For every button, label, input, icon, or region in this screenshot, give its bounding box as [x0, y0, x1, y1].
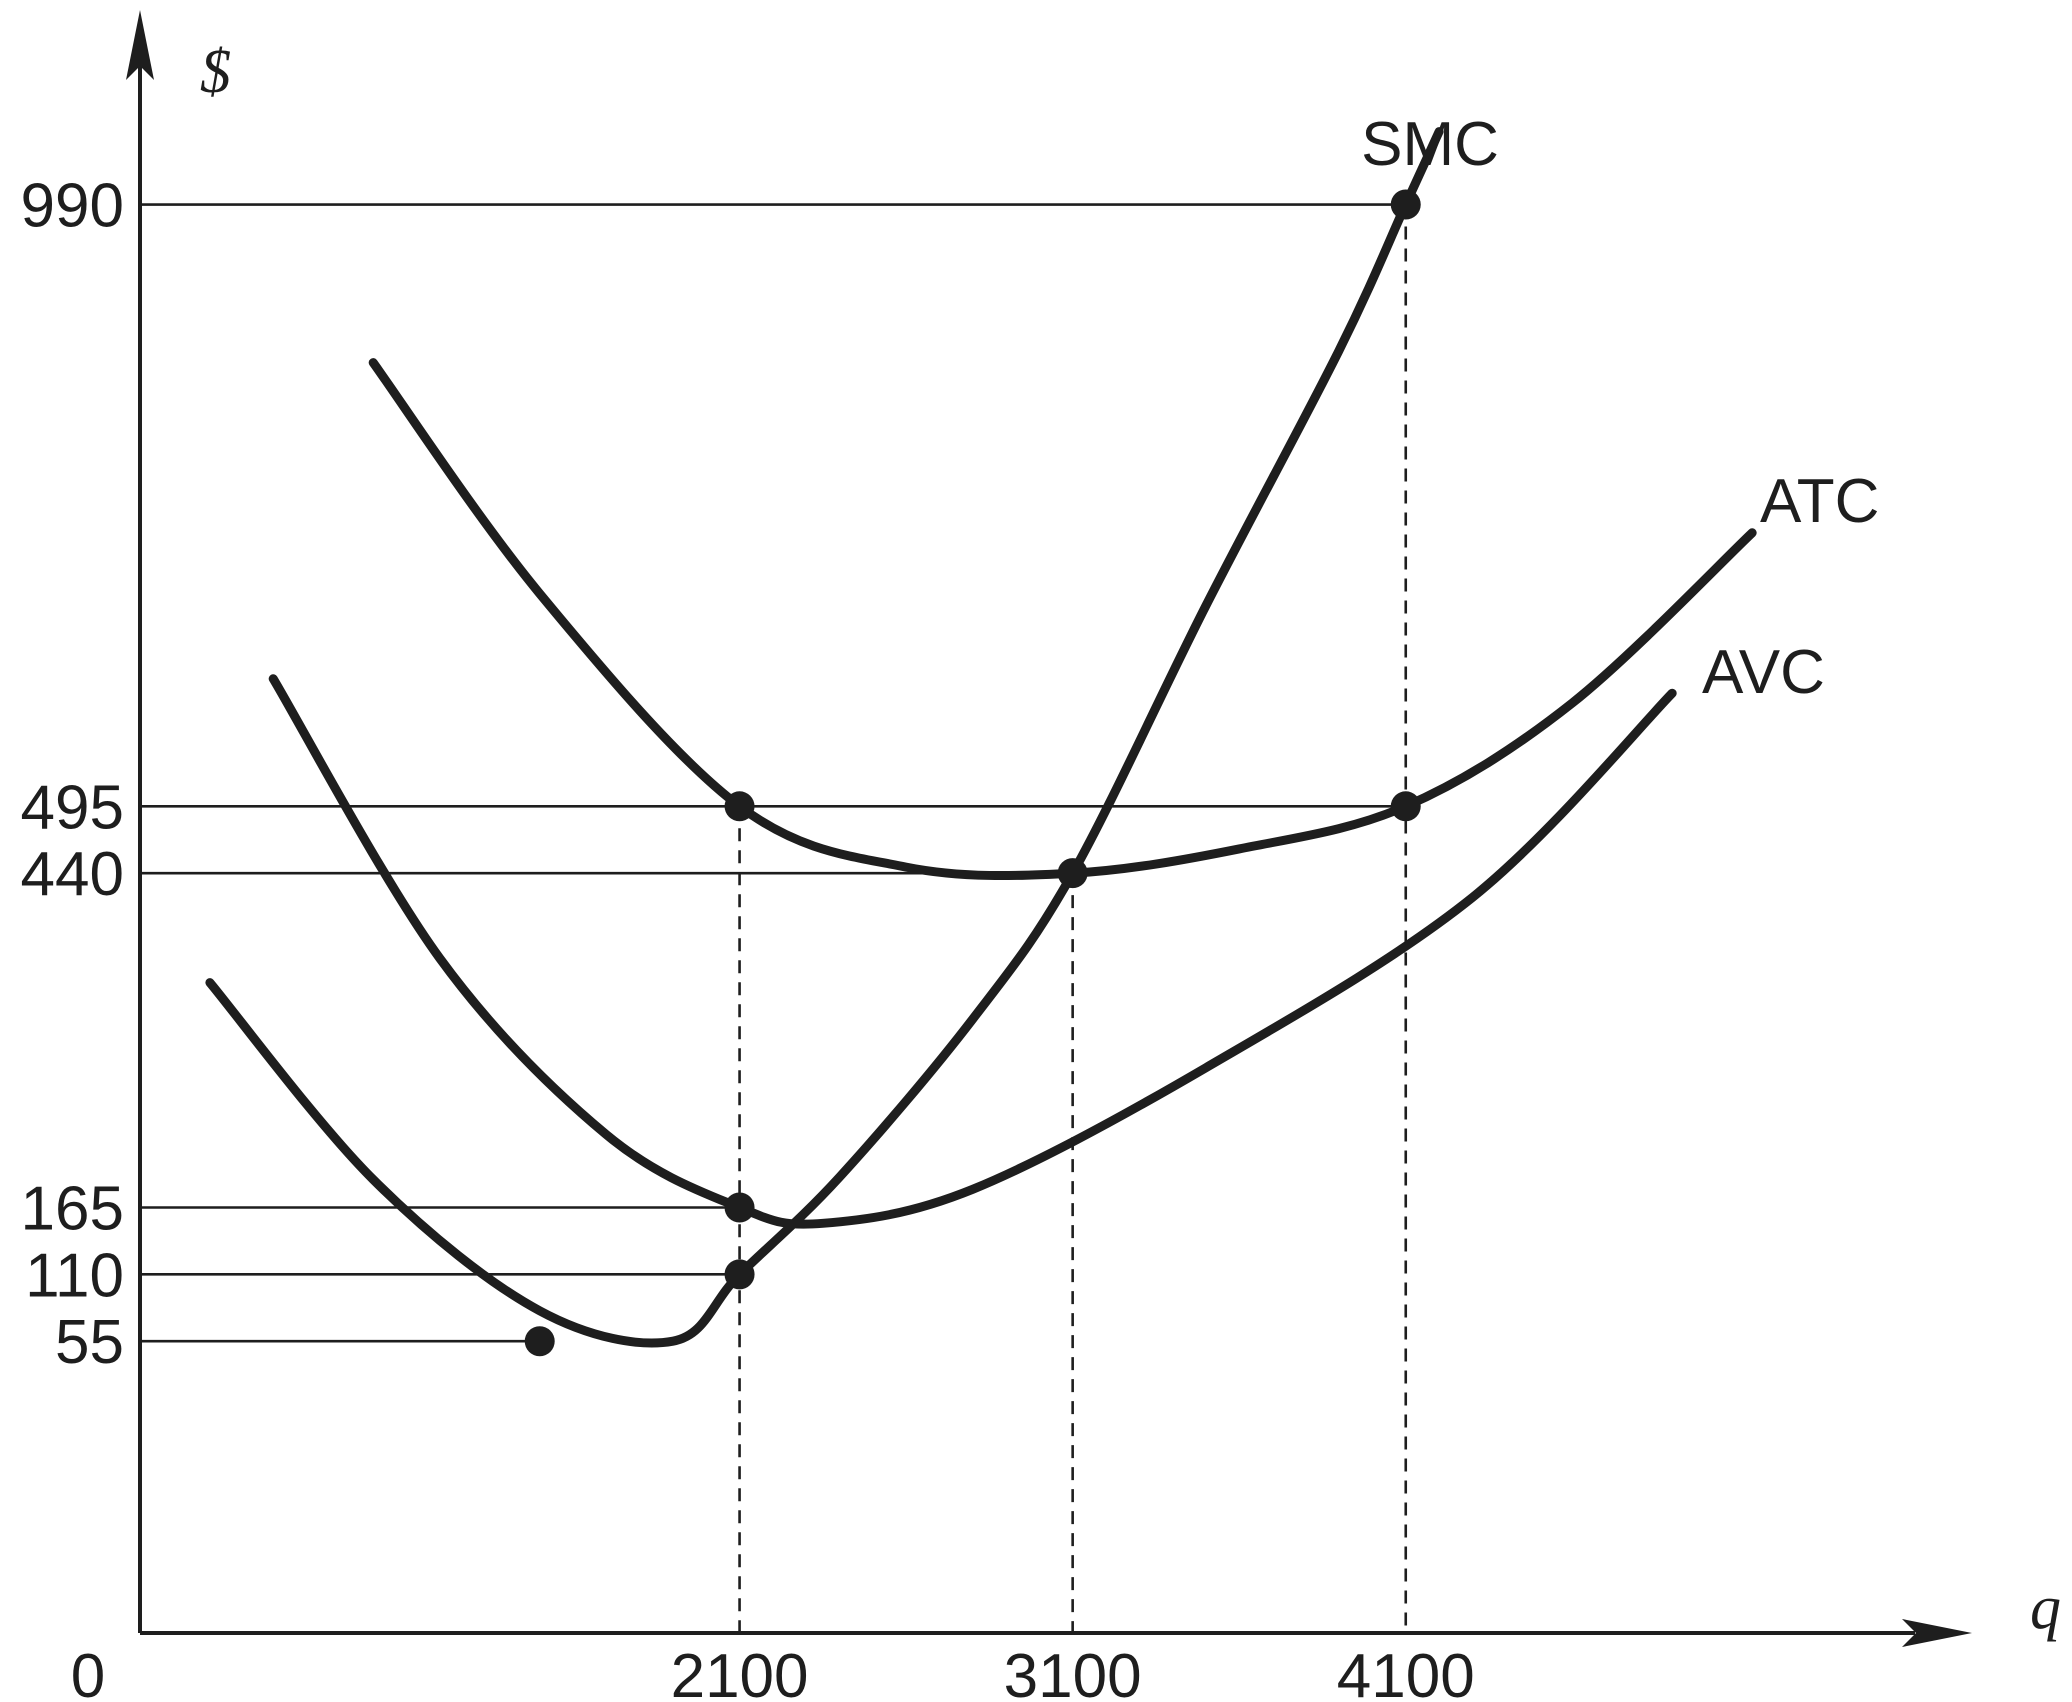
x-tick-3100: 3100: [1004, 1642, 1142, 1702]
reference-lines: [140, 203, 1408, 1633]
atc-curve: [368, 358, 1757, 881]
point-1500-55: [524, 1326, 555, 1357]
smc-label: SMC: [1361, 110, 1499, 179]
y-tick-110: 110: [25, 1241, 124, 1310]
point-2100-110: [724, 1259, 755, 1290]
point-2100-495: [724, 791, 755, 822]
x-axis-arrowhead: [1902, 1619, 1972, 1647]
axes: [126, 10, 1972, 1647]
atc-label: ATC: [1760, 467, 1879, 536]
x-tick-labels: 2100 3100 4100: [671, 1642, 1475, 1702]
point-2100-165: [724, 1192, 755, 1223]
x-tick-2100: 2100: [671, 1642, 809, 1702]
y-tick-495: 495: [21, 773, 124, 842]
point-4100-990: [1390, 189, 1421, 220]
intersection-points: [524, 189, 1421, 1357]
y-tick-165: 165: [21, 1174, 124, 1243]
y-tick-440: 440: [21, 840, 124, 909]
x-tick-4100: 4100: [1337, 1642, 1475, 1702]
y-axis-arrowhead: [126, 10, 154, 80]
y-tick-55: 55: [55, 1308, 124, 1377]
smc-curve: [205, 127, 1444, 1348]
y-tick-990: 990: [21, 172, 124, 241]
avc-label: AVC: [1702, 638, 1825, 707]
series-labels: SMC ATC AVC: [1361, 110, 1879, 707]
x-axis-label: q: [2030, 1574, 2061, 1642]
point-4100-495: [1390, 791, 1421, 822]
point-3100-440: [1057, 858, 1088, 889]
y-axis-label: $: [200, 38, 231, 106]
curves: [205, 127, 1757, 1348]
origin-label: 0: [71, 1642, 105, 1702]
avc-curve: [268, 674, 1677, 1229]
